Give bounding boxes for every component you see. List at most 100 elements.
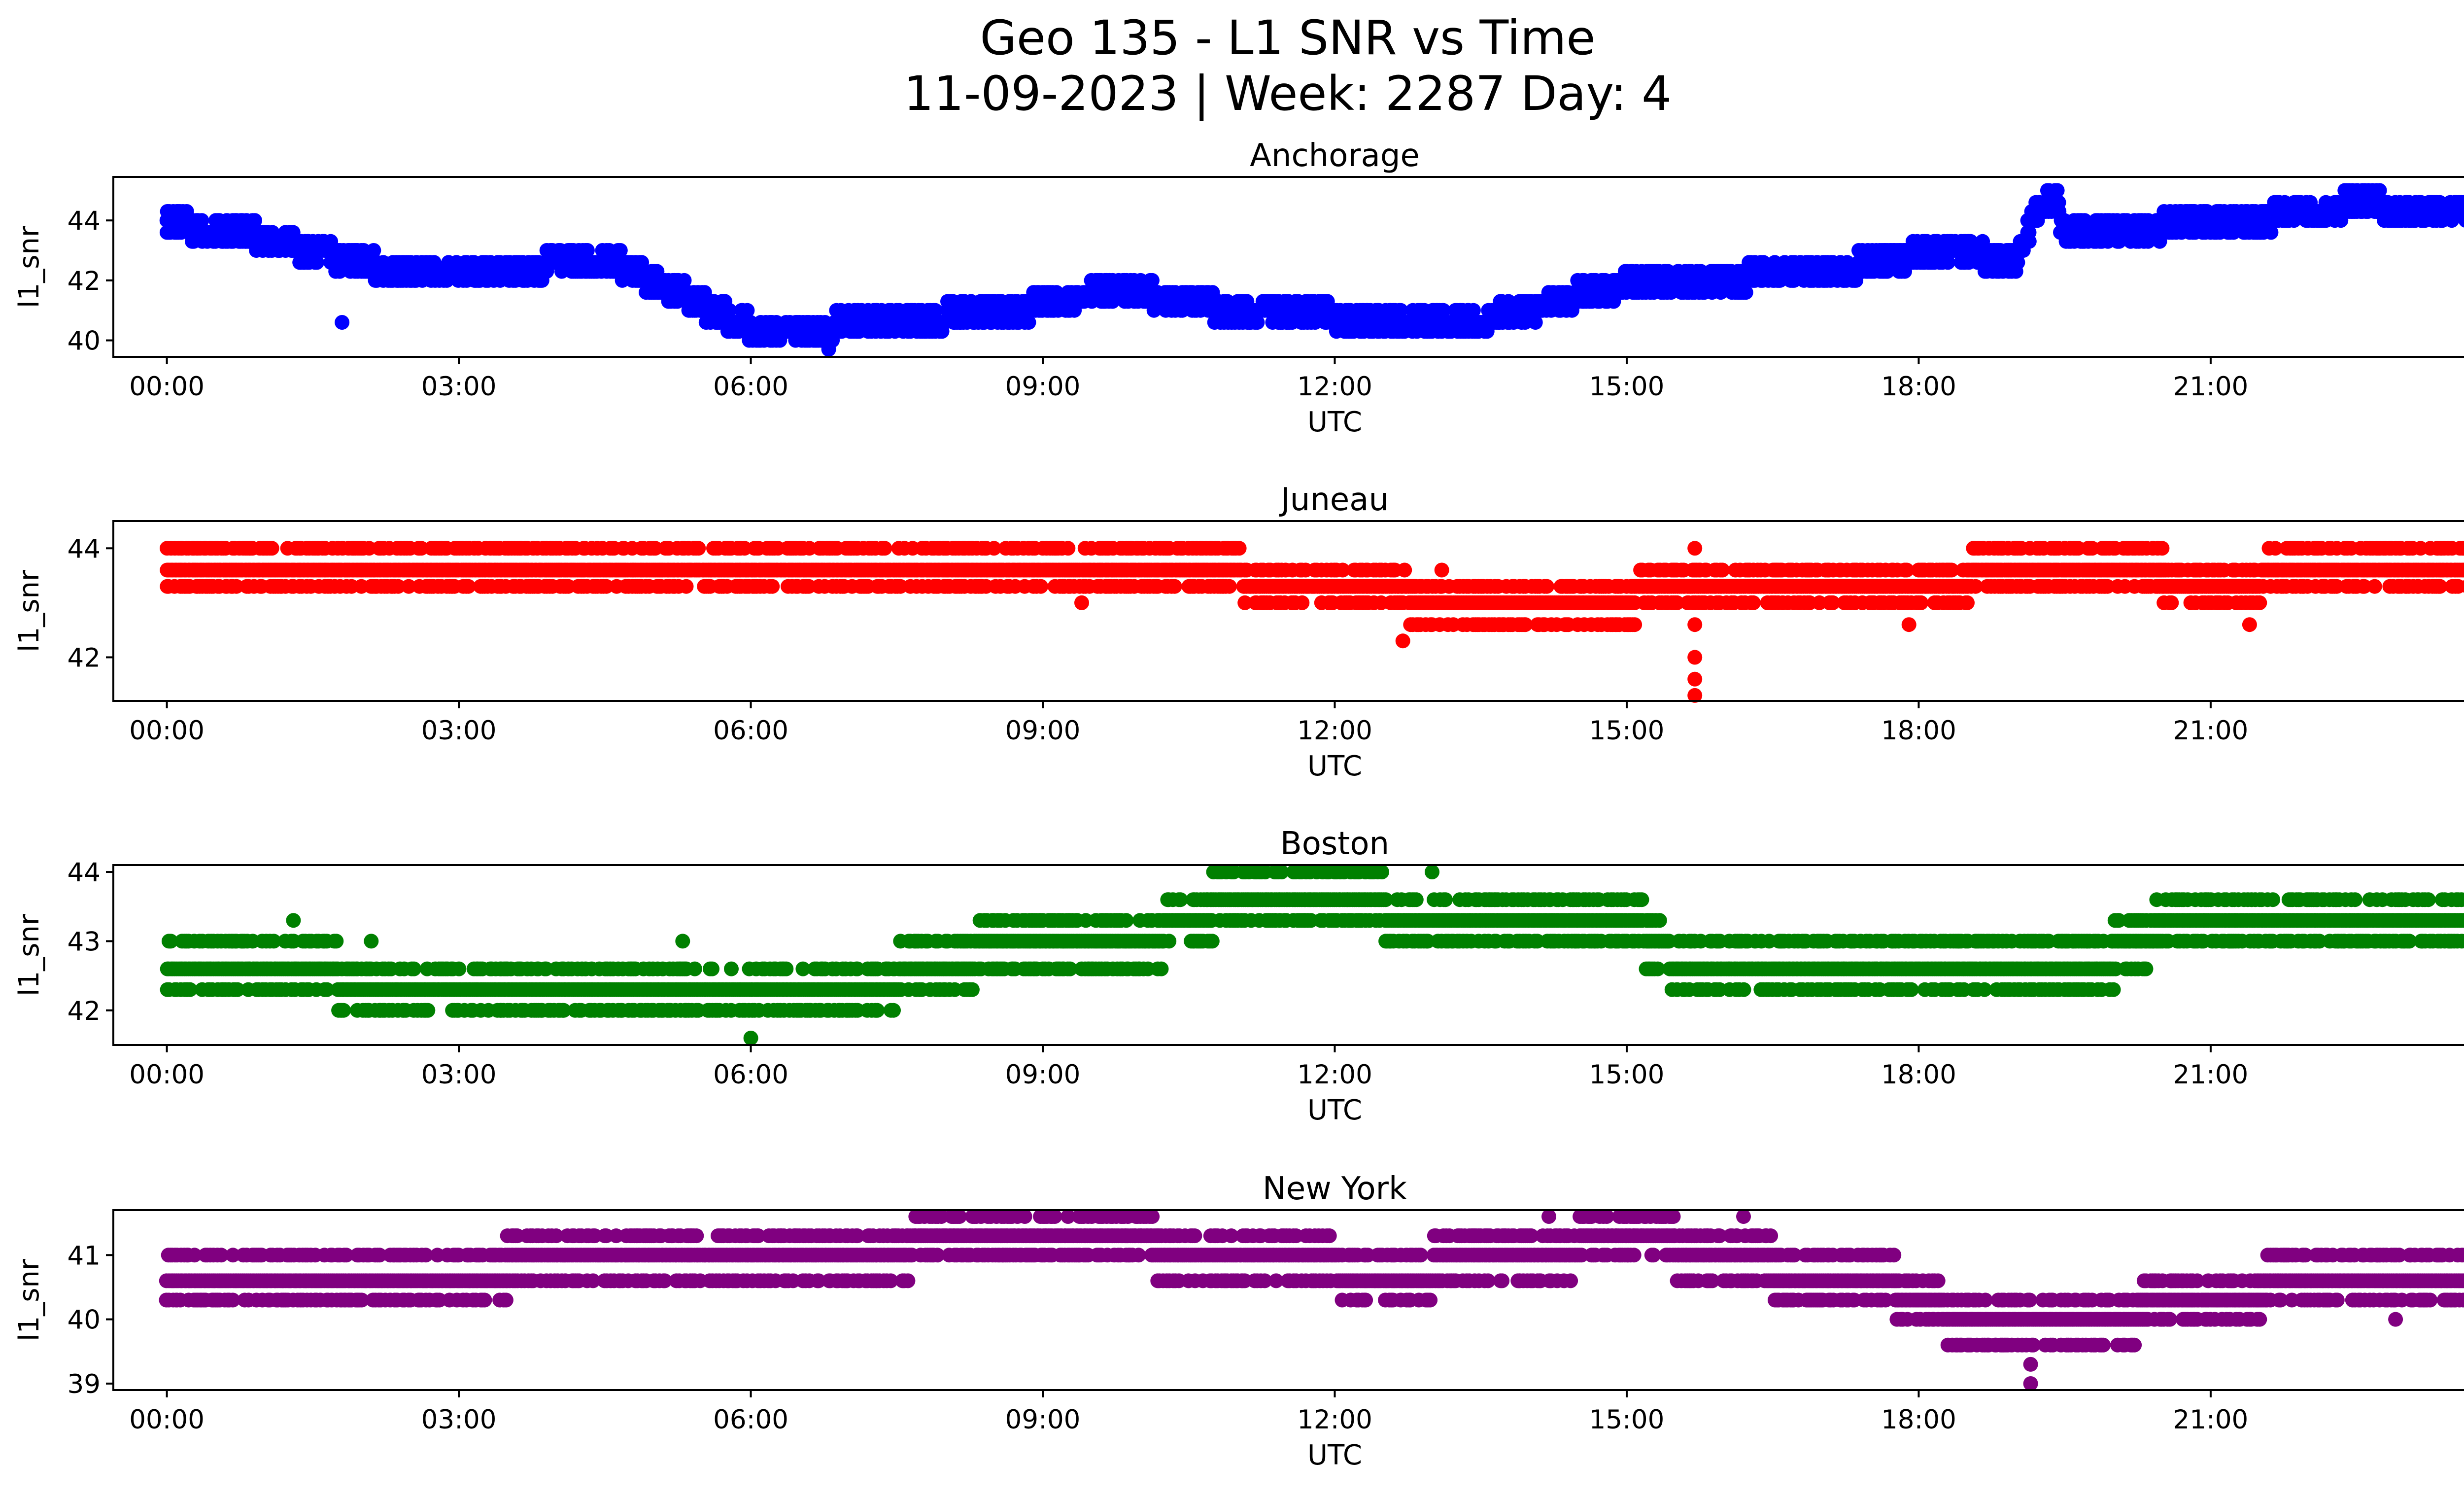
data-point (613, 243, 628, 258)
data-point (1061, 541, 1076, 556)
x-tick-label: 00:00 (129, 716, 205, 746)
data-point (765, 579, 780, 594)
x-tick-label: 21:00 (2173, 716, 2249, 746)
x-tick-label: 18:00 (1881, 716, 1956, 746)
data-point (877, 541, 892, 556)
x-axis-label: UTC (1307, 406, 1362, 438)
data-point (1436, 303, 1451, 318)
y-tick-label: 44 (68, 534, 101, 564)
x-tick-label: 00:00 (129, 372, 205, 402)
figure-title-line-2: 11-09-2023 | Week: 2287 Day: 4 (904, 66, 1672, 122)
data-point (2372, 183, 2387, 198)
panel-juneau: 00:00 03:00 06:00 09:00 12:00 15:00 18:00 21:00… (13, 482, 2464, 782)
data-point (679, 579, 694, 594)
data-point (1074, 595, 1089, 610)
data-point (1397, 562, 1412, 578)
y-axis-label: l1_snr (13, 569, 45, 652)
data-point (722, 303, 737, 318)
data-point (1434, 562, 1449, 578)
data-point (2077, 213, 2092, 228)
data-point (309, 255, 324, 270)
series-juneau (160, 541, 2464, 703)
data-point (2242, 617, 2257, 632)
data-point (821, 342, 836, 357)
series-boston (160, 865, 2464, 1045)
data-point (580, 243, 595, 258)
data-point (2460, 214, 2464, 227)
panel-anchorage: 00:00 03:00 06:00 09:00 12:00 15:00 18:00 21:00… (13, 138, 2464, 438)
x-tick-label: 18:00 (1881, 372, 1956, 402)
data-point (1393, 303, 1408, 318)
series-anchorage (159, 183, 2464, 357)
panel-boston: 00:00 03:00 06:00 09:00 12:00 15:00 18:00 21:00… (13, 826, 2464, 1126)
data-point (1687, 617, 1703, 632)
x-tick-label: 06:00 (713, 372, 788, 402)
y-tick-label: 44 (68, 206, 101, 236)
data-point (2462, 197, 2464, 208)
data-point (229, 579, 244, 594)
x-tick-label: 06:00 (713, 716, 788, 746)
data-point (2051, 195, 2066, 210)
x-tick-label: 12:00 (1297, 716, 1372, 746)
data-point (1033, 579, 1049, 594)
x-tick-label: 09:00 (1005, 372, 1081, 402)
x-tick-label: 12:00 (1297, 372, 1372, 402)
data-point (2164, 595, 2179, 610)
x-tick-label: 03:00 (421, 716, 497, 746)
data-point (366, 243, 381, 258)
data-point (401, 579, 416, 594)
data-point (1517, 315, 1533, 330)
data-point (1222, 579, 1237, 594)
data-point (927, 303, 943, 318)
data-point (1713, 285, 1728, 300)
chart-panels: 00:00 03:00 06:00 09:00 12:00 15:00 18:00 21:00… (13, 138, 2464, 1471)
y-axis-label: l1_snr (13, 225, 45, 308)
data-point (1295, 595, 1310, 610)
x-tick-label: 03:00 (421, 372, 497, 402)
data-point (1901, 617, 1916, 632)
data-point (1144, 273, 1160, 288)
data-point (461, 579, 476, 594)
x-tick-label: 09:00 (1005, 716, 1081, 746)
data-point (2462, 207, 2464, 216)
data-point (1687, 650, 1703, 665)
data-point (1960, 595, 1975, 610)
data-point (677, 273, 692, 288)
data-point (247, 213, 262, 228)
data-point (1466, 303, 1481, 318)
y-tick-label: 40 (68, 326, 101, 356)
data-point (2226, 225, 2241, 240)
panel-title: Juneau (1279, 482, 1389, 518)
data-point (841, 306, 856, 321)
data-point (2010, 255, 2025, 270)
data-point (2252, 595, 2267, 610)
x-tick-label: 15:00 (1589, 372, 1665, 402)
data-point (691, 541, 706, 556)
data-point (194, 213, 209, 228)
data-point (1627, 617, 1643, 632)
data-point (1914, 595, 1929, 610)
data-point (1021, 315, 1036, 330)
data-point (1167, 579, 1182, 594)
data-point (1687, 671, 1703, 687)
x-axis-label: UTC (1307, 750, 1362, 782)
data-point (391, 579, 406, 594)
x-tick-label: 15:00 (1589, 716, 1665, 746)
x-tick-label: 21:00 (2173, 372, 2249, 402)
data-point (264, 541, 279, 556)
data-point (2155, 541, 2170, 556)
data-point (1664, 285, 1678, 300)
data-point (1539, 579, 1554, 594)
data-point (1232, 541, 1247, 556)
data-point (1738, 285, 1753, 300)
data-point (2263, 225, 2279, 240)
data-point (1528, 315, 1543, 330)
y-tick-label: 42 (68, 266, 101, 296)
figure-title-line-1: Geo 135 - L1 SNR vs Time (980, 10, 1596, 66)
data-point (1395, 633, 1410, 649)
data-point (740, 303, 755, 318)
panel-title: Anchorage (1250, 138, 1420, 174)
data-point (2050, 183, 2065, 198)
data-point (335, 315, 350, 330)
